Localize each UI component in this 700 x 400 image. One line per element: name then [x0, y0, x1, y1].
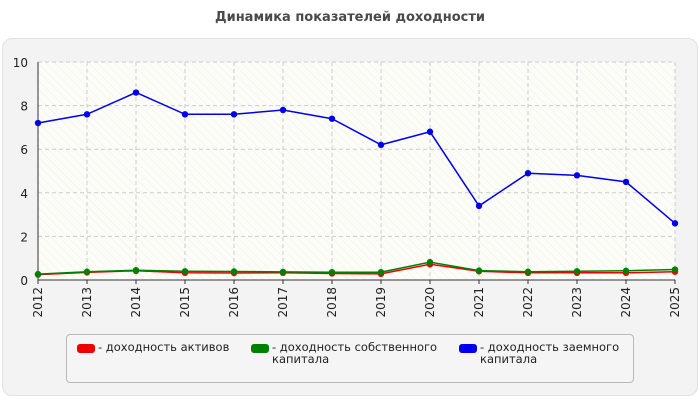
data-point-debt: [328, 115, 336, 122]
y-tick-label: 6: [20, 143, 28, 157]
data-point-equity: [328, 268, 336, 276]
legend-swatch-assets: [77, 344, 95, 353]
x-tick-label: 2015: [178, 287, 192, 318]
x-tick-label: 2021: [472, 287, 486, 318]
plot-area: [38, 62, 675, 280]
y-tick-label: 10: [13, 56, 28, 70]
x-tick-label: 2014: [129, 287, 143, 318]
legend-entry-debt[interactable]: - доходность заемного капитала: [459, 341, 619, 365]
data-point-equity: [181, 268, 189, 275]
x-tick-label: 2025: [668, 287, 682, 318]
data-point-equity: [622, 267, 630, 275]
data-point-equity: [83, 268, 91, 275]
x-tick-label: 2020: [423, 287, 437, 318]
data-point-equity: [573, 268, 581, 275]
data-point-equity: [524, 268, 532, 275]
x-tick-label: 2024: [619, 287, 633, 318]
series-line-equity: [37, 261, 676, 275]
legend-swatch-debt: [459, 344, 477, 353]
x-tick-label: 2023: [570, 287, 584, 318]
chart-title: Динамика показателей доходности: [215, 10, 485, 25]
legend-label-assets: - доходность активов: [98, 340, 230, 354]
x-tick-label: 2018: [325, 287, 339, 318]
data-point-debt: [573, 172, 581, 179]
data-point-equity: [34, 270, 42, 278]
data-point-debt: [377, 141, 385, 149]
data-point-debt: [132, 89, 140, 96]
data-point-debt: [181, 111, 189, 118]
legend-entry-assets[interactable]: - доходность активов: [77, 341, 229, 353]
x-tick-label: 2019: [374, 287, 388, 318]
data-point-debt: [34, 119, 42, 127]
y-tick-label: 8: [20, 100, 28, 114]
data-point-debt: [426, 128, 434, 135]
legend-label-debt: - доходность заемного капитала: [480, 340, 620, 366]
data-point-debt: [622, 178, 630, 186]
y-tick-label: 2: [20, 230, 28, 244]
data-point-equity: [132, 266, 140, 274]
x-tick-label: 2016: [227, 287, 241, 318]
data-point-equity: [377, 268, 385, 276]
legend-entry-equity[interactable]: - доходность собственного капитала: [251, 341, 437, 365]
y-tick-label: 4: [20, 187, 28, 201]
x-tick-label: 2017: [276, 287, 290, 318]
data-point-debt: [524, 169, 532, 177]
data-point-equity: [426, 258, 434, 266]
x-tick-label: 2012: [31, 287, 45, 318]
legend-label-equity: - доходность собственного капитала: [272, 340, 438, 366]
x-tick-label: 2013: [80, 287, 94, 318]
data-point-debt: [279, 106, 287, 114]
data-point-equity: [671, 266, 679, 273]
x-tick-label: 2022: [521, 287, 535, 318]
data-point-debt: [230, 111, 238, 118]
legend-swatch-equity: [251, 344, 269, 353]
data-point-debt: [83, 111, 91, 118]
series-line-debt: [37, 91, 676, 224]
data-point-debt: [671, 220, 679, 227]
data-point-equity: [279, 268, 287, 276]
data-point-equity: [230, 268, 238, 275]
data-point-equity: [475, 267, 483, 274]
y-tick-label: 0: [20, 274, 28, 288]
legend: - доходность активов - доходность собств…: [66, 334, 634, 383]
data-point-debt: [475, 202, 483, 210]
